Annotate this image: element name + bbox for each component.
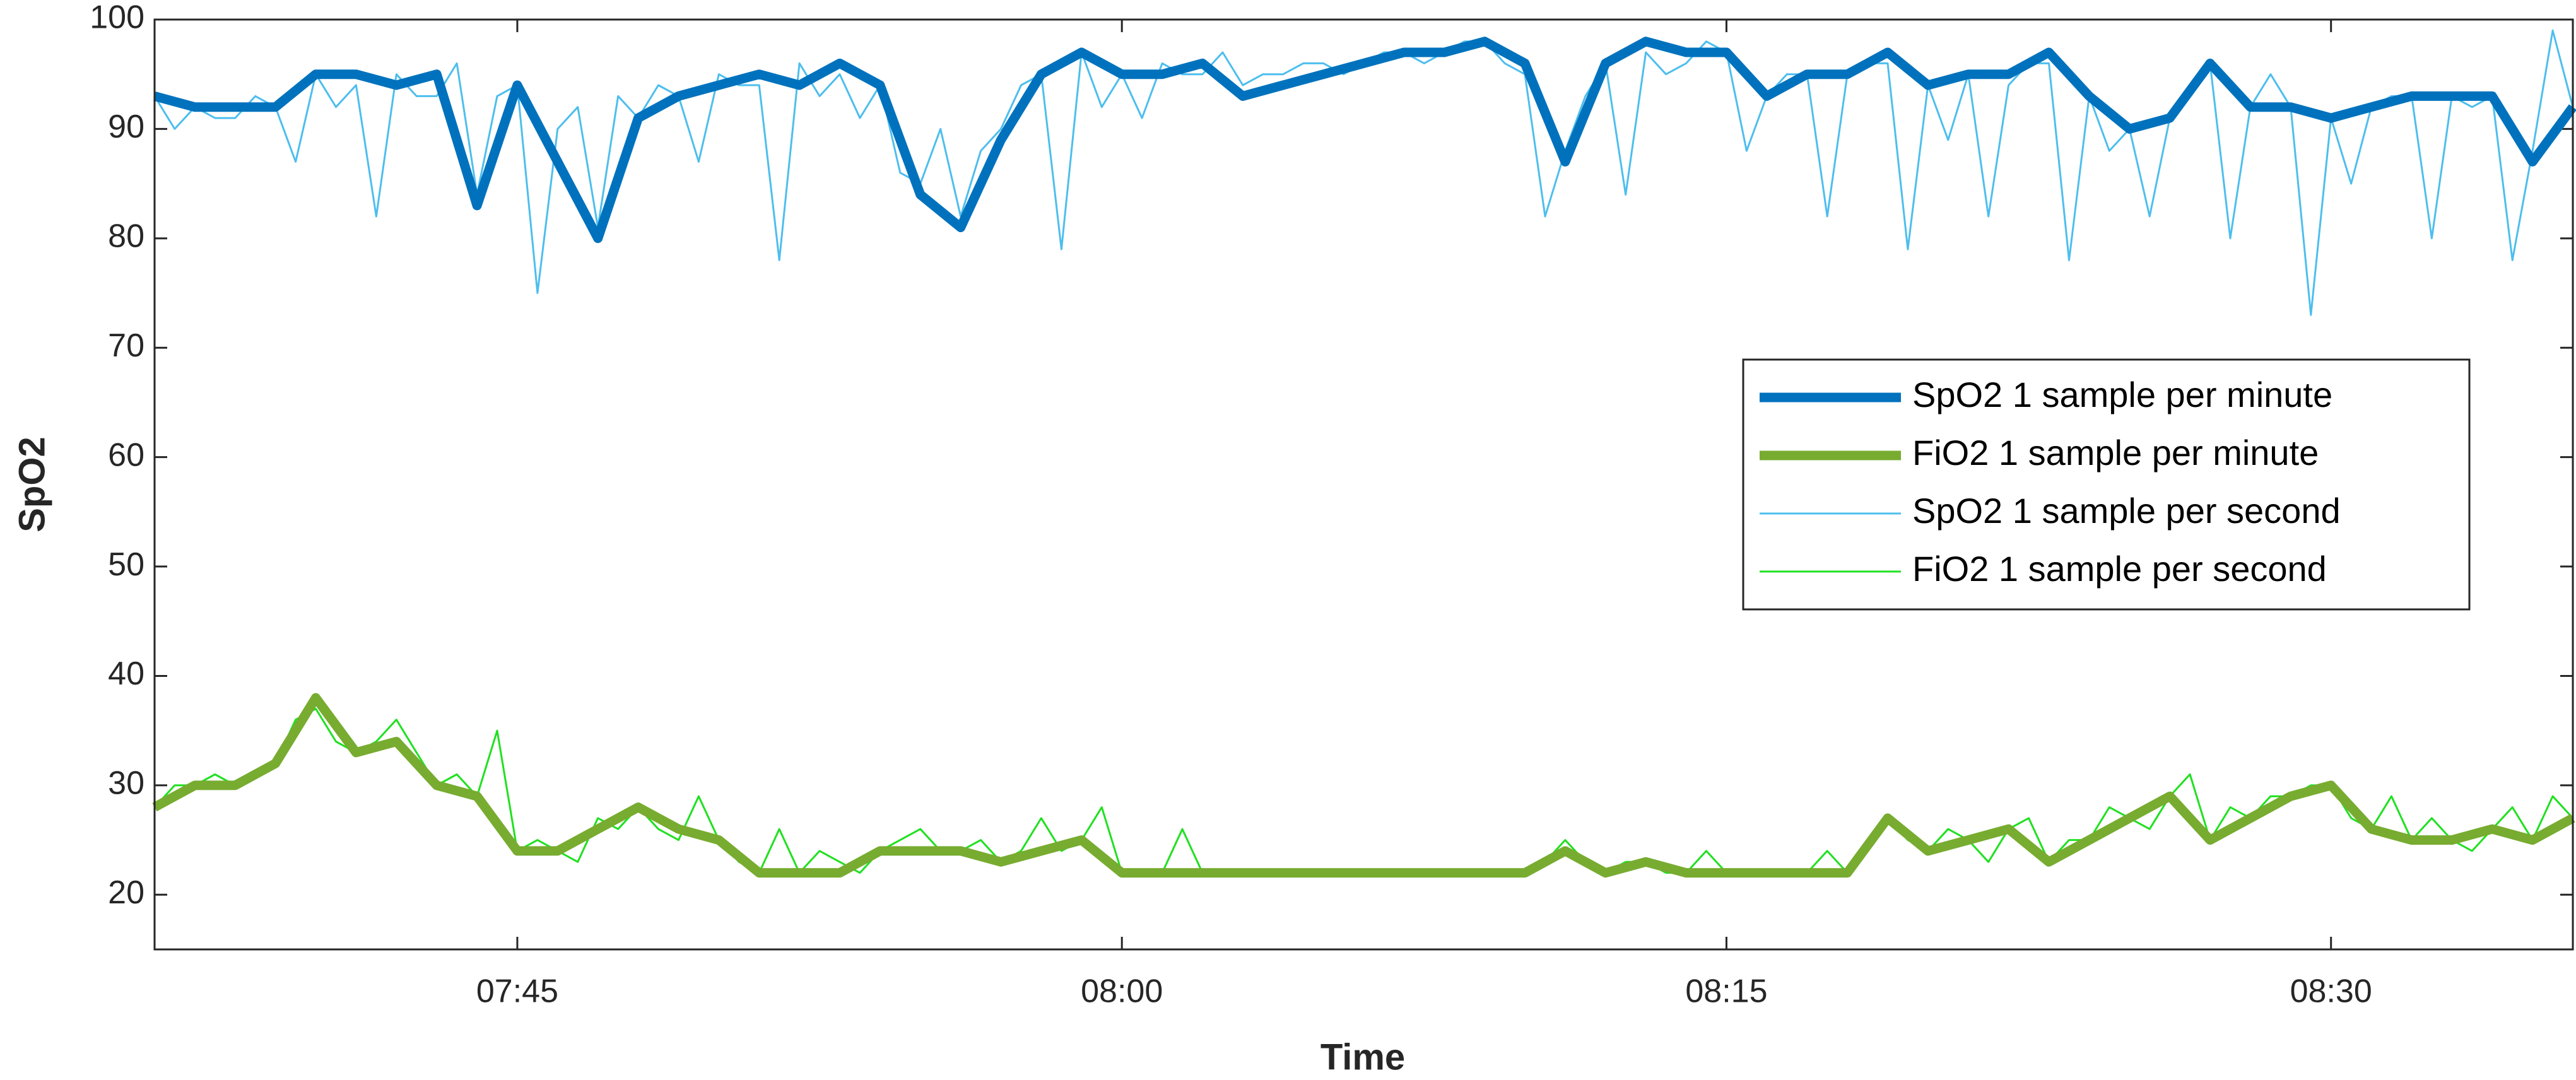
legend-label: SpO2 1 sample per minute [1912, 375, 2332, 414]
y-tick-label: 20 [108, 874, 144, 911]
series-line [152, 693, 2575, 878]
y-tick-label: 70 [108, 327, 144, 364]
x-axis-label: Time [1320, 1036, 1405, 1077]
y-tick-label: 90 [108, 109, 144, 145]
y-tick-label: 50 [108, 546, 144, 583]
y-tick-label: 80 [108, 218, 144, 255]
y-axis-label: SpO2 [11, 437, 52, 532]
x-tick-label: 08:15 [1685, 973, 1767, 1010]
y-tick-label: 40 [108, 655, 144, 692]
legend-label: FiO2 1 sample per second [1912, 549, 2327, 589]
y-tick-label: 30 [108, 765, 144, 802]
legend: SpO2 1 sample per minute FiO2 1 sample pe… [1742, 358, 2471, 611]
x-tick-label: 08:00 [1081, 973, 1163, 1010]
legend-label: FiO2 1 sample per minute [1912, 433, 2319, 472]
y-tick-label: 100 [90, 0, 144, 36]
x-tick-label: 08:30 [2290, 973, 2372, 1010]
axes-frame [153, 18, 2574, 951]
series-line [153, 37, 2576, 244]
legend-label: SpO2 1 sample per second [1912, 491, 2341, 531]
x-tick-label: 07:45 [476, 973, 558, 1010]
y-tick-label: 60 [108, 437, 144, 473]
